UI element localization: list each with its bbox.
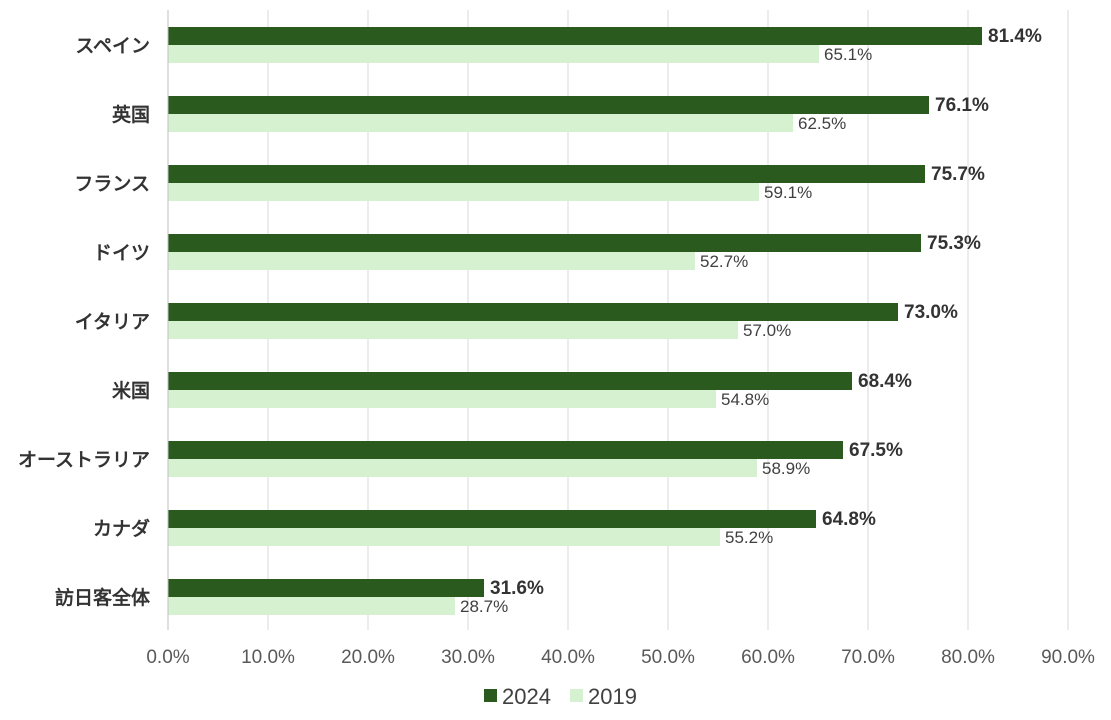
category-label: イタリア xyxy=(75,311,150,333)
data-label-2024: 76.1% xyxy=(935,95,989,116)
data-label-2019: 58.9% xyxy=(762,459,810,478)
bar-2019 xyxy=(168,114,793,132)
bar-2024 xyxy=(168,27,982,45)
data-label-2019: 59.1% xyxy=(764,183,812,202)
x-tick-label: 10.0% xyxy=(241,647,295,668)
category-label: 訪日客全体 xyxy=(55,586,151,609)
category-label: 英国 xyxy=(112,103,150,126)
bar-2024 xyxy=(168,510,816,528)
category-label: 米国 xyxy=(112,379,150,402)
category-label: オーストラリア xyxy=(18,449,150,471)
data-label-2019: 57.0% xyxy=(743,321,791,340)
legend-2024-swatch xyxy=(484,689,497,702)
legend-2024-label: 2024 xyxy=(502,684,551,709)
data-label-2024: 68.4% xyxy=(858,371,912,392)
x-tick-label: 20.0% xyxy=(341,647,395,668)
x-tick-label: 70.0% xyxy=(841,647,895,668)
x-tick-label: 50.0% xyxy=(641,647,695,668)
bar-2024 xyxy=(168,303,898,321)
bar-2019 xyxy=(168,597,455,615)
bar-2024 xyxy=(168,579,484,597)
x-tick-label: 30.0% xyxy=(441,647,495,668)
bar-2019 xyxy=(168,183,759,201)
bar-2024 xyxy=(168,165,925,183)
data-label-2019: 28.7% xyxy=(460,597,508,616)
data-label-2024: 75.7% xyxy=(931,164,985,185)
data-label-2019: 52.7% xyxy=(700,252,748,271)
bar-2024 xyxy=(168,372,852,390)
x-tick-label: 60.0% xyxy=(741,647,795,668)
data-label-2019: 55.2% xyxy=(725,528,773,547)
x-tick-label: 0.0% xyxy=(146,647,189,668)
data-label-2024: 81.4% xyxy=(988,26,1042,47)
bar-2024 xyxy=(168,441,843,459)
legend-2019-swatch xyxy=(570,689,583,702)
x-tick-label: 40.0% xyxy=(541,647,595,668)
bar-2019 xyxy=(168,252,695,270)
category-label: ドイツ xyxy=(93,242,150,264)
category-label: カナダ xyxy=(93,517,150,540)
category-label: フランス xyxy=(74,173,150,195)
data-label-2024: 64.8% xyxy=(822,509,876,530)
data-label-2024: 75.3% xyxy=(927,233,981,254)
bar-2019 xyxy=(168,45,819,63)
bar-2024 xyxy=(168,96,929,114)
data-label-2019: 62.5% xyxy=(798,114,846,133)
bar-2019 xyxy=(168,390,716,408)
data-label-2019: 65.1% xyxy=(824,45,872,64)
data-label-2024: 67.5% xyxy=(849,440,903,461)
bar-2019 xyxy=(168,321,738,339)
category-label: スペイン xyxy=(75,35,150,57)
data-label-2024: 73.0% xyxy=(904,302,958,323)
bar-2019 xyxy=(168,528,720,546)
data-label-2024: 31.6% xyxy=(490,578,544,599)
x-tick-label: 80.0% xyxy=(941,647,995,668)
x-tick-label: 90.0% xyxy=(1041,647,1095,668)
bar-2024 xyxy=(168,234,921,252)
legend-2019-label: 2019 xyxy=(588,684,637,709)
data-label-2019: 54.8% xyxy=(721,390,769,409)
bar-2019 xyxy=(168,459,757,477)
